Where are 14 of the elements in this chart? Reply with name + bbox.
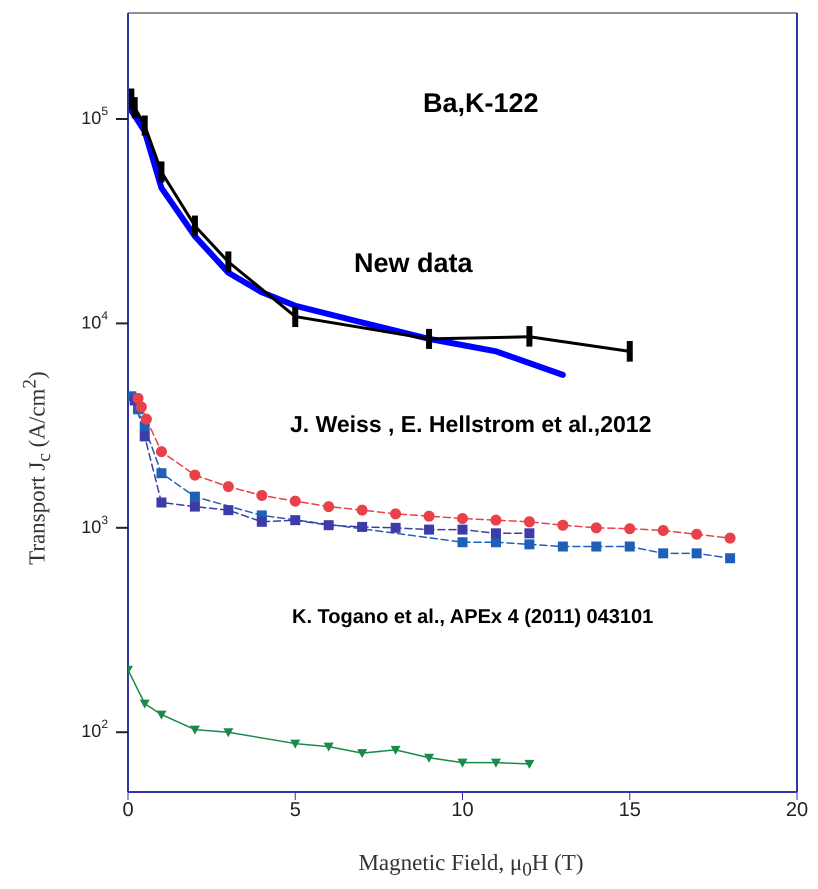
x-tick-label: 10 xyxy=(451,799,474,822)
y-tick-label: 10$^{4}$ xyxy=(81,308,108,332)
annotation: K. Togano et al., APEx 4 (2011) 043101 xyxy=(292,605,654,630)
x-tick-label: 5 xyxy=(290,799,301,822)
x-tick-label: 0 xyxy=(122,799,134,822)
x-tick-label: 15 xyxy=(618,799,641,822)
y-tick-label: 10$^{3}$ xyxy=(81,512,108,537)
x-tick-label: 20 xyxy=(786,799,808,822)
annotation: New data xyxy=(354,247,474,280)
x-axis-title: Magnetic Field, μ$_{0}$H (T) xyxy=(357,850,585,882)
y-tick-label: 10$^{5}$ xyxy=(81,104,108,128)
annotation: J. Weiss , E. Hellstrom et al.,2012 xyxy=(290,410,652,439)
y-tick-label: 10$^{2}$ xyxy=(81,717,108,741)
annotation: Ba,K-122 xyxy=(423,87,540,120)
